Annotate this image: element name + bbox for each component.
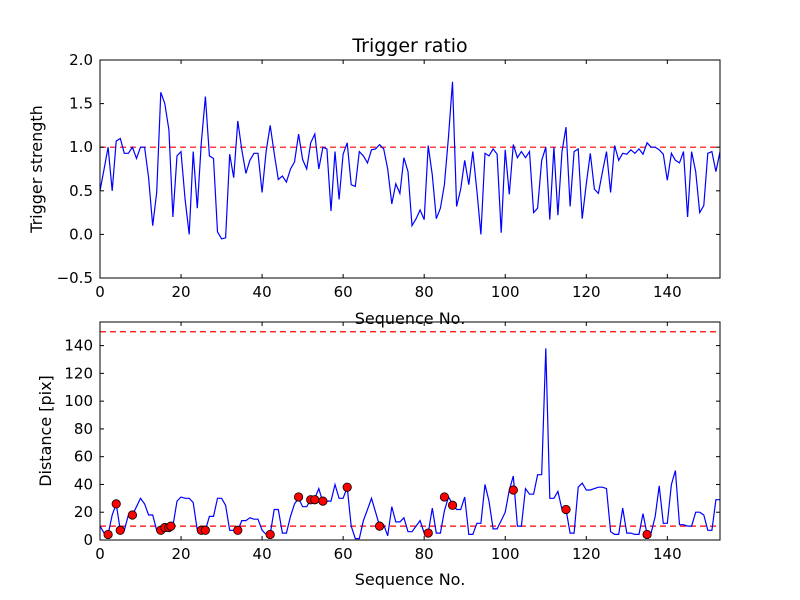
y-tick-label: 0.0	[69, 225, 93, 243]
x-tick-label: 80	[415, 545, 434, 563]
y-tick-label: −0.5	[57, 269, 93, 287]
x-tick-label: 40	[253, 545, 272, 563]
x-tick-label: 100	[491, 545, 520, 563]
chart-title: Trigger ratio	[351, 35, 467, 57]
data-point-marker	[423, 528, 433, 538]
y-tick-label: 1.5	[69, 95, 93, 113]
y-tick-label: 80	[74, 420, 93, 438]
data-point-marker	[508, 485, 518, 495]
x-tick-label: 40	[253, 283, 272, 301]
data-point-marker	[127, 510, 138, 520]
x-tick-label: 20	[171, 283, 190, 301]
y-tick-label: 1.0	[69, 138, 93, 156]
y-tick-label: 40	[74, 475, 93, 493]
data-point-marker	[293, 492, 304, 502]
x-tick-label: 80	[415, 283, 434, 301]
x-tick-label: 0	[95, 545, 105, 563]
x-tick-label: 20	[171, 545, 190, 563]
data-point-marker	[561, 504, 571, 515]
x-tick-label: 100	[491, 283, 520, 301]
data-point-marker	[439, 492, 450, 502]
x-axis-label: Sequence No.	[355, 570, 466, 589]
x-tick-label: 0	[95, 283, 105, 301]
y-tick-label: 0.5	[69, 182, 93, 200]
x-tick-label: 140	[653, 283, 682, 301]
y-tick-label: 60	[74, 448, 93, 466]
y-axis-label: Trigger strength	[27, 105, 46, 234]
data-point-marker	[447, 500, 458, 510]
y-tick-label: 120	[64, 364, 93, 382]
trigger-ratio-panel: Trigger ratio Trigger strength Sequence …	[27, 35, 721, 328]
distance-panel: Distance [pix] Sequence No. 0 20 40 60 80 100…	[36, 321, 721, 589]
data-point-marker	[375, 521, 385, 531]
x-axis-label: Sequence No.	[355, 309, 466, 328]
y-tick-label: 140	[64, 337, 93, 355]
data-point-marker	[103, 529, 113, 540]
x-tick-label: 60	[334, 545, 353, 563]
data-point-marker	[115, 525, 125, 535]
data-point-marker	[310, 495, 320, 505]
data-point-marker	[642, 529, 652, 540]
y-tick-label: 0	[83, 531, 93, 549]
data-point-marker	[111, 499, 121, 509]
data-point-marker	[265, 529, 275, 540]
y-tick-label: 20	[74, 503, 93, 521]
y-axis-label: Distance [pix]	[36, 375, 55, 487]
data-point-marker	[342, 482, 352, 492]
data-point-marker	[166, 521, 176, 531]
data-point-marker	[200, 525, 210, 535]
x-tick-label: 120	[572, 545, 601, 563]
series-line	[100, 81, 720, 240]
x-tick-label: 140	[653, 545, 682, 563]
y-tick-label: 2.0	[69, 51, 93, 69]
y-tick-label: 100	[64, 392, 93, 410]
axes-frame	[99, 59, 721, 279]
x-tick-label: 60	[334, 283, 353, 301]
x-tick-label: 120	[572, 283, 601, 301]
axes-frame	[99, 321, 721, 541]
data-point-marker	[233, 525, 243, 535]
data-point-marker	[318, 496, 328, 506]
